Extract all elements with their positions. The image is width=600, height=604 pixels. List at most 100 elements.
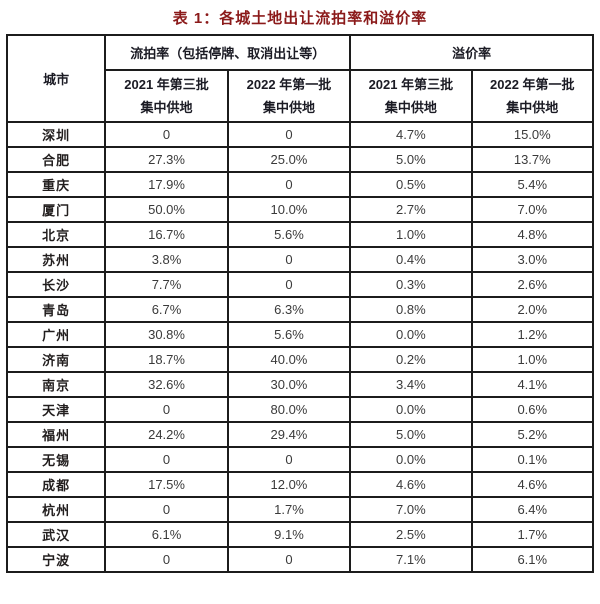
value-cell: 5.4%	[470, 171, 595, 198]
table-header: 城市 流拍率（包括停牌、取消出让等） 溢价率 2021 年第三批 集中供地 20…	[5, 34, 595, 123]
table-row: 南京 32.6% 30.0% 3.4% 4.1%	[5, 371, 595, 398]
sub-header-line: 2021 年第三批	[368, 77, 454, 92]
value-cell: 40.0%	[226, 346, 352, 373]
table-row: 广州 30.8% 5.6% 0.0% 1.2%	[5, 321, 595, 348]
value-cell: 15.0%	[470, 121, 595, 148]
sub-header-line: 集中供地	[506, 100, 559, 115]
value-cell: 0.0%	[349, 446, 473, 473]
value-cell: 0.3%	[349, 271, 473, 298]
value-cell: 17.5%	[104, 471, 229, 498]
value-cell: 10.0%	[226, 196, 352, 223]
city-cell: 济南	[5, 346, 107, 373]
value-cell: 3.4%	[349, 371, 473, 398]
table-row: 成都 17.5% 12.0% 4.6% 4.6%	[5, 471, 595, 498]
city-cell: 广州	[5, 321, 107, 348]
document-page: 表 1：各城土地出让流拍率和溢价率 城市 流拍率（包括停牌、取消出让等） 溢价率…	[5, 10, 595, 573]
city-cell: 苏州	[5, 246, 107, 273]
city-cell: 天津	[5, 396, 107, 423]
table-row: 合肥 27.3% 25.0% 5.0% 13.7%	[5, 146, 595, 173]
value-cell: 5.2%	[470, 421, 595, 448]
table-row: 天津 0 80.0% 0.0% 0.6%	[5, 396, 595, 423]
value-cell: 7.7%	[104, 271, 229, 298]
value-cell: 5.6%	[226, 321, 352, 348]
value-cell: 25.0%	[226, 146, 352, 173]
city-cell: 杭州	[5, 496, 107, 523]
table-row: 北京 16.7% 5.6% 1.0% 4.8%	[5, 221, 595, 248]
value-cell: 6.1%	[104, 521, 229, 548]
city-cell: 重庆	[5, 171, 107, 198]
city-cell: 长沙	[5, 271, 107, 298]
value-cell: 6.1%	[470, 546, 595, 573]
table-row: 宁波 0 0 7.1% 6.1%	[5, 546, 595, 573]
value-cell: 27.3%	[104, 146, 229, 173]
sub-header-failure-2021: 2021 年第三批 集中供地	[104, 69, 229, 123]
city-cell: 宁波	[5, 546, 107, 573]
value-cell: 5.6%	[226, 221, 352, 248]
sub-header-premium-2021: 2021 年第三批 集中供地	[349, 69, 473, 123]
city-cell: 福州	[5, 421, 107, 448]
value-cell: 6.7%	[104, 296, 229, 323]
sub-header-row: 2021 年第三批 集中供地 2022 年第一批 集中供地 2021 年第三批 …	[7, 69, 595, 123]
city-cell: 南京	[5, 371, 107, 398]
value-cell: 17.9%	[104, 171, 229, 198]
column-header-city: 城市	[5, 34, 107, 123]
value-cell: 4.6%	[470, 471, 595, 498]
sub-header-line: 2021 年第三批	[124, 77, 209, 92]
table-row: 福州 24.2% 29.4% 5.0% 5.2%	[5, 421, 595, 448]
value-cell: 80.0%	[226, 396, 352, 423]
sub-header-line: 集中供地	[140, 100, 193, 115]
table-title: 表 1：各城土地出让流拍率和溢价率	[172, 10, 428, 27]
value-cell: 0	[226, 546, 352, 573]
city-cell: 武汉	[5, 521, 107, 548]
value-cell: 0.4%	[349, 246, 473, 273]
table-row: 重庆 17.9% 0 0.5% 5.4%	[5, 171, 595, 198]
table-body: 深圳 0 0 4.7% 15.0% 合肥 27.3% 25.0% 5.0% 13.7% 重庆 17.9…	[5, 121, 595, 573]
data-table: 城市 流拍率（包括停牌、取消出让等） 溢价率 2021 年第三批 集中供地 20…	[5, 34, 595, 573]
value-cell: 0.1%	[470, 446, 595, 473]
value-cell: 0	[104, 396, 229, 423]
value-cell: 0.0%	[349, 321, 473, 348]
value-cell: 1.0%	[470, 346, 595, 373]
value-cell: 0	[226, 446, 352, 473]
value-cell: 6.3%	[226, 296, 352, 323]
value-cell: 30.0%	[226, 371, 352, 398]
city-cell: 青岛	[5, 296, 107, 323]
value-cell: 0	[226, 121, 352, 148]
value-cell: 7.0%	[470, 196, 595, 223]
value-cell: 2.5%	[349, 521, 473, 548]
value-cell: 0	[226, 246, 352, 273]
city-cell: 成都	[5, 471, 107, 498]
value-cell: 4.1%	[470, 371, 595, 398]
table-row: 武汉 6.1% 9.1% 2.5% 1.7%	[5, 521, 595, 548]
value-cell: 0.8%	[349, 296, 473, 323]
sub-header-line: 集中供地	[262, 100, 315, 115]
group-header-row: 城市 流拍率（包括停牌、取消出让等） 溢价率	[5, 34, 594, 123]
sub-header-line: 2022 年第一批	[246, 77, 332, 92]
value-cell: 4.6%	[349, 471, 473, 498]
value-cell: 24.2%	[104, 421, 229, 448]
value-cell: 13.7%	[470, 146, 595, 173]
city-cell: 北京	[5, 221, 107, 248]
value-cell: 0	[104, 446, 229, 473]
group-header-failure-rate: 流拍率（包括停牌、取消出让等）	[104, 34, 352, 71]
value-cell: 0.2%	[349, 346, 473, 373]
value-cell: 4.8%	[470, 221, 595, 248]
value-cell: 7.0%	[349, 496, 473, 523]
value-cell: 2.7%	[349, 196, 473, 223]
table-row: 杭州 0 1.7% 7.0% 6.4%	[5, 496, 595, 523]
value-cell: 3.8%	[104, 246, 229, 273]
table-row: 长沙 7.7% 0 0.3% 2.6%	[5, 271, 595, 298]
city-cell: 无锡	[5, 446, 107, 473]
value-cell: 7.1%	[349, 546, 473, 573]
value-cell: 9.1%	[226, 521, 352, 548]
city-cell: 厦门	[5, 196, 107, 223]
value-cell: 32.6%	[104, 371, 229, 398]
value-cell: 50.0%	[104, 196, 229, 223]
table-row: 深圳 0 0 4.7% 15.0%	[5, 121, 595, 148]
value-cell: 1.2%	[470, 321, 595, 348]
value-cell: 1.7%	[226, 496, 352, 523]
sub-header-line: 集中供地	[384, 100, 437, 115]
value-cell: 0.5%	[349, 171, 473, 198]
group-header-premium-rate: 溢价率	[349, 34, 594, 71]
value-cell: 2.6%	[470, 271, 595, 298]
